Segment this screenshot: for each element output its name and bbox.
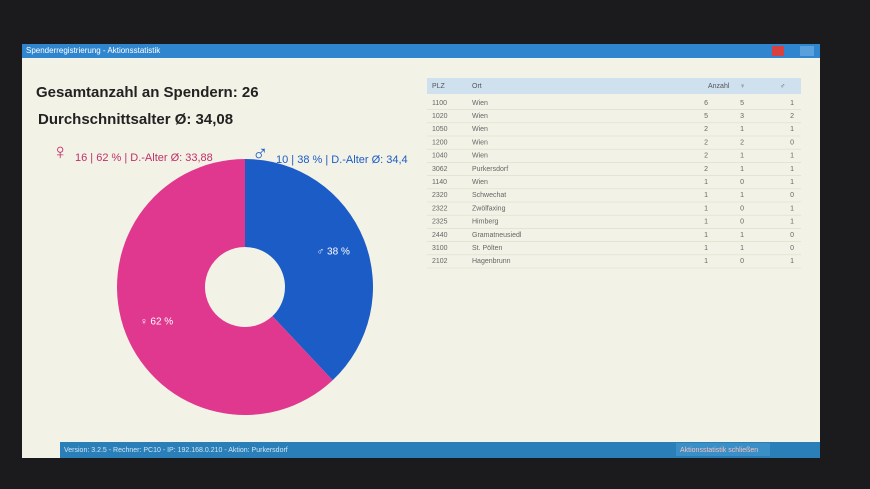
column-header: Ort	[472, 83, 482, 90]
table-cell: 1	[704, 205, 708, 212]
table-cell: Gramatneusiedl	[472, 232, 522, 239]
table-cell: 1	[740, 232, 744, 239]
table-cell: 3062	[432, 166, 448, 173]
table-cell: 1020	[432, 113, 448, 120]
table-cell: 1	[704, 232, 708, 239]
table-cell: 1	[704, 219, 708, 226]
window-title: Spenderregistrierung - Aktionsstatistik	[26, 46, 161, 55]
donut-slice	[245, 159, 374, 381]
table-header	[427, 78, 801, 94]
table-cell: 1	[704, 258, 708, 265]
table-cell: Wien	[472, 126, 488, 133]
table-cell: 0	[740, 205, 744, 212]
total-donors: Gesamtanzahl an Spendern: 26	[36, 84, 259, 101]
status-text: Version: 3.2.5 - Rechner: PC10 - IP: 192…	[64, 447, 288, 454]
table-cell: 1	[740, 126, 744, 133]
slice-label: ♂ 38 %	[317, 247, 350, 258]
table-cell: 2320	[432, 192, 448, 199]
table-cell: 1050	[432, 126, 448, 133]
table-cell: 1	[740, 153, 744, 160]
table-cell: 1	[790, 126, 794, 133]
average-age: Durchschnittsalter Ø: 34,08	[38, 111, 233, 128]
table-cell: Wien	[472, 100, 488, 107]
table-cell: 1	[704, 192, 708, 199]
table-cell: 1	[790, 205, 794, 212]
table-cell: 1	[790, 179, 794, 186]
table-cell: 1	[790, 166, 794, 173]
close-statistics-label[interactable]: Aktionsstatistik schließen	[680, 447, 758, 454]
table-cell: 0	[790, 245, 794, 252]
column-header: PLZ	[432, 83, 446, 90]
table-cell: Wien	[472, 113, 488, 120]
table-cell: 2	[704, 166, 708, 173]
table-cell: Zwölfaxing	[472, 205, 506, 212]
table-cell: 3100	[432, 245, 448, 252]
table-cell: 1	[740, 166, 744, 173]
table-cell: 1	[790, 258, 794, 265]
table-cell: Himberg	[472, 219, 499, 226]
table-cell: Hagenbrunn	[472, 258, 511, 265]
table-cell: 1	[704, 245, 708, 252]
column-header: Anzahl	[708, 83, 730, 90]
male-stats: 10 | 38 % | D.-Alter Ø: 34,4	[276, 154, 408, 166]
close-statistics-button[interactable]	[676, 443, 770, 456]
table-cell: 3	[740, 113, 744, 120]
table-cell: 0	[790, 139, 794, 146]
column-header: ♂	[780, 83, 785, 90]
table-cell: 1	[740, 192, 744, 199]
table-cell: 1140	[432, 179, 447, 186]
table-cell: 2325	[432, 219, 448, 226]
table-cell: 1040	[432, 153, 448, 160]
table-cell: 0	[740, 219, 744, 226]
table-cell: 2	[704, 126, 708, 133]
slice-label: ♀ 62 %	[140, 317, 173, 328]
table-cell: Purkersdorf	[472, 166, 508, 173]
table-cell: 5	[704, 113, 708, 120]
table-cell: 1200	[432, 139, 448, 146]
table-cell: 0	[790, 232, 794, 239]
table-cell: Wien	[472, 139, 488, 146]
table-cell: 2322	[432, 205, 448, 212]
table-cell: 2	[704, 153, 708, 160]
table-cell: 2	[740, 139, 744, 146]
table-cell: 6	[704, 100, 708, 107]
table-cell: Wien	[472, 153, 488, 160]
table-cell: 0	[740, 258, 744, 265]
table-cell: 2	[790, 113, 794, 120]
table-cell: 1	[704, 179, 708, 186]
female-stats: 16 | 62 % | D.-Alter Ø: 33,88	[75, 152, 213, 164]
status-bar	[60, 442, 820, 458]
donut-slice	[117, 159, 333, 416]
table-cell: 2	[704, 139, 708, 146]
close-button[interactable]	[800, 46, 814, 56]
table-cell: 2440	[432, 232, 448, 239]
table-cell: 1	[790, 219, 794, 226]
table-cell: 1100	[432, 100, 447, 107]
table-cell: 0	[790, 192, 794, 199]
table-cell: St. Pölten	[472, 245, 502, 252]
table-cell: 0	[740, 179, 744, 186]
table-cell: Schwechat	[472, 192, 506, 199]
table-cell: 2102	[432, 258, 448, 265]
table-cell: 1	[790, 153, 794, 160]
table-cell: 1	[740, 245, 744, 252]
female-symbol: ♀	[52, 139, 69, 164]
table-cell: 1	[790, 100, 794, 107]
title-bar	[22, 44, 820, 58]
minimize-button[interactable]	[772, 46, 784, 56]
column-header: ♀	[740, 83, 745, 90]
table-cell: 5	[740, 100, 744, 107]
table-cell: Wien	[472, 179, 488, 186]
